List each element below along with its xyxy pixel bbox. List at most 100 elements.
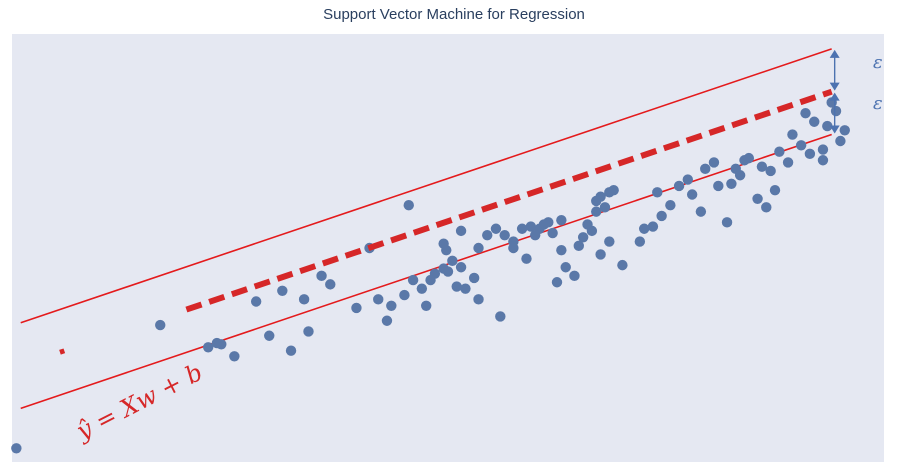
data-point (835, 135, 846, 147)
epsilon-lower-label: ε (873, 93, 883, 114)
data-point (416, 283, 428, 294)
data-point (421, 300, 432, 311)
data-point (438, 238, 449, 249)
data-point (351, 302, 362, 314)
data-point (386, 300, 397, 311)
data-point (211, 337, 223, 349)
data-point (604, 236, 615, 247)
data-point (473, 242, 484, 254)
upper-margin-line (20, 48, 832, 324)
data-point (795, 140, 807, 151)
data-point (830, 105, 842, 117)
data-point (839, 125, 850, 136)
data-point (155, 319, 166, 331)
data-point (530, 229, 541, 241)
data-point (442, 266, 454, 277)
data-point (277, 285, 288, 296)
data-point (752, 193, 763, 204)
epsilon-upper-arrow (829, 49, 840, 91)
data-point (556, 214, 567, 226)
data-point (761, 202, 772, 213)
data-point (800, 107, 811, 119)
data-point (599, 202, 611, 213)
data-point (264, 330, 275, 341)
data-point (647, 221, 659, 232)
data-point (721, 217, 733, 228)
data-point (229, 351, 240, 362)
data-point (11, 443, 22, 454)
data-point (490, 223, 502, 234)
data-point (695, 206, 707, 217)
data-point (686, 189, 698, 200)
data-point (381, 315, 393, 326)
data-point (425, 274, 436, 286)
data-point (822, 120, 833, 132)
data-points (11, 97, 850, 454)
data-point (774, 146, 785, 157)
data-point (447, 255, 458, 267)
data-point (765, 165, 776, 177)
data-point (399, 289, 410, 301)
data-point (560, 262, 571, 273)
data-point (591, 206, 602, 217)
data-point (652, 187, 663, 198)
data-point (468, 272, 480, 284)
data-point (298, 294, 310, 305)
epsilon-lower-arrow (829, 92, 840, 134)
lower-margin-line (20, 133, 832, 410)
data-point (325, 279, 336, 290)
data-point (573, 240, 584, 252)
data-point (538, 219, 550, 230)
data-point (734, 170, 746, 181)
data-point (451, 281, 462, 292)
data-point (285, 345, 297, 356)
epsilon-margin-lines (20, 48, 832, 410)
regression-line-group (59, 88, 833, 355)
data-point (495, 311, 506, 322)
data-point (595, 249, 606, 260)
data-point (639, 223, 650, 234)
data-point (316, 270, 327, 282)
data-point (556, 244, 567, 256)
data-point (656, 210, 667, 222)
data-point (756, 161, 768, 172)
data-point (569, 270, 580, 282)
data-point (634, 236, 646, 247)
data-point (508, 236, 519, 247)
data-point (203, 342, 214, 353)
chart-title: Support Vector Machine for Regression (323, 6, 585, 23)
data-point (373, 294, 384, 305)
data-point (551, 277, 563, 288)
data-point (817, 144, 829, 155)
data-point (303, 326, 314, 337)
data-point (804, 148, 816, 160)
data-point (700, 163, 711, 175)
data-point (547, 227, 558, 239)
epsilon-markers: ε ε (829, 49, 883, 134)
data-point (407, 274, 419, 286)
data-point (460, 283, 471, 294)
data-point (455, 262, 467, 273)
data-point (577, 232, 589, 243)
data-point (591, 195, 602, 207)
data-point (682, 174, 693, 185)
regression-line-lead-mark (59, 348, 66, 355)
data-point (403, 200, 414, 211)
data-point (516, 223, 528, 234)
data-point (608, 185, 619, 196)
data-point (455, 225, 467, 237)
data-point (617, 259, 628, 271)
data-point (582, 219, 593, 230)
epsilon-upper-label: ε (873, 52, 883, 73)
data-point (521, 253, 532, 264)
regression-line (185, 88, 833, 313)
data-point (809, 116, 820, 127)
data-point (782, 157, 794, 168)
data-point (482, 229, 493, 241)
data-point (250, 296, 262, 307)
data-point (708, 157, 720, 168)
data-point (525, 221, 537, 232)
data-point (713, 180, 724, 192)
data-point (499, 229, 510, 241)
